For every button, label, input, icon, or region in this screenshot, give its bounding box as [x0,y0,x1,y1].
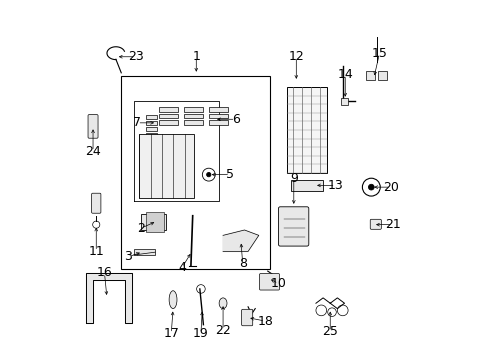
FancyBboxPatch shape [88,114,98,138]
Text: 19: 19 [193,327,208,340]
Text: 18: 18 [257,315,273,328]
Bar [290,180,323,191]
Bar [146,127,157,131]
Bar [139,134,194,198]
Bar [378,71,386,80]
Text: 21: 21 [384,218,400,231]
FancyBboxPatch shape [91,193,101,213]
Bar [340,98,347,105]
Bar [183,107,203,112]
Text: 4: 4 [178,261,185,274]
Text: 11: 11 [88,245,104,258]
Text: 23: 23 [127,50,143,63]
Bar [183,120,203,125]
Bar [121,76,269,269]
Bar [146,212,164,232]
Text: 10: 10 [270,277,286,290]
Bar [141,214,165,230]
Bar [159,107,178,112]
Text: 20: 20 [382,181,398,194]
FancyBboxPatch shape [278,207,308,246]
Text: 9: 9 [289,172,297,185]
Text: 25: 25 [322,325,338,338]
Bar [134,249,155,255]
Text: 7: 7 [133,116,141,129]
Ellipse shape [169,291,177,309]
Text: 1: 1 [192,50,200,63]
Polygon shape [223,230,258,251]
Text: 6: 6 [231,113,239,126]
Text: 2: 2 [137,222,144,235]
Circle shape [367,184,373,190]
Text: 12: 12 [288,50,304,63]
Text: 8: 8 [238,257,246,270]
Bar [183,113,203,118]
Bar [208,107,228,112]
Circle shape [206,172,210,177]
Polygon shape [85,273,132,323]
Ellipse shape [219,298,226,309]
Text: 14: 14 [337,68,352,81]
Bar [208,113,228,118]
Text: 24: 24 [85,145,101,158]
Text: 22: 22 [215,324,230,337]
FancyBboxPatch shape [241,309,252,326]
FancyBboxPatch shape [259,274,279,290]
Text: 13: 13 [327,179,343,192]
Bar [159,120,178,125]
Text: 5: 5 [226,168,234,181]
Bar [159,113,178,118]
Bar [287,87,326,173]
Text: 15: 15 [371,47,386,60]
Text: 17: 17 [163,327,179,340]
Text: 16: 16 [97,266,112,279]
Bar [365,71,374,80]
Bar [146,133,157,137]
FancyBboxPatch shape [369,219,381,229]
Text: 3: 3 [124,250,132,263]
Bar [146,114,157,119]
Bar [146,121,157,125]
Bar [208,120,228,125]
